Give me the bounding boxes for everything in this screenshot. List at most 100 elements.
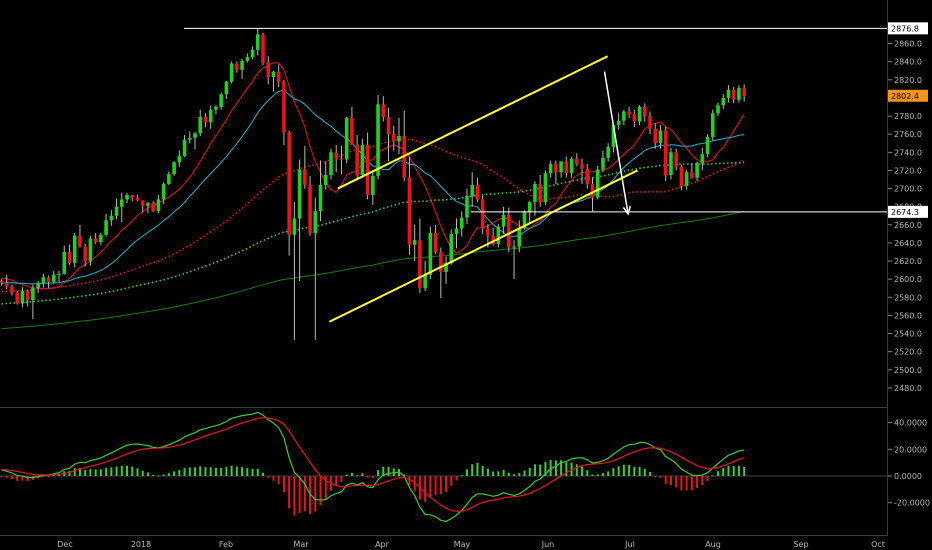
oscillator-histogram-bar xyxy=(392,468,395,476)
oscillator-histogram-bar xyxy=(622,464,625,476)
oscillator-histogram-bar xyxy=(214,467,217,476)
oscillator-histogram-bar xyxy=(115,466,118,476)
candle-body xyxy=(20,290,25,304)
oscillator-histogram-bar xyxy=(52,474,55,476)
candle-body xyxy=(486,228,490,236)
oscillator-fast-line xyxy=(1,411,745,523)
oscillator-histogram-bar xyxy=(178,470,181,476)
oscillator-histogram-bar xyxy=(173,471,176,476)
oscillator-histogram-bar xyxy=(251,469,254,476)
oscillator-histogram-bar xyxy=(78,467,81,476)
oscillator-histogram-bar xyxy=(497,471,500,476)
candle-body xyxy=(355,145,359,175)
oscillator-histogram-bar xyxy=(685,476,688,491)
candle-body xyxy=(203,116,208,123)
oscillator-histogram-bar xyxy=(0,476,3,477)
candle-body xyxy=(250,49,255,58)
candle-body xyxy=(418,240,422,289)
oscillator-histogram-bar xyxy=(309,476,312,515)
candle-body xyxy=(391,134,396,142)
price-tick-label: 2540.0 xyxy=(894,330,922,339)
oscillator-axis[interactable]: 40.0000 20.0000 0.0000 -20.0000 xyxy=(888,419,930,508)
oscillator-histogram-bar xyxy=(73,468,76,476)
candle-body xyxy=(412,240,417,245)
candle-body xyxy=(564,161,569,174)
candle-body xyxy=(496,226,501,244)
candle-body xyxy=(214,107,218,110)
candle-body xyxy=(731,89,736,100)
oscillator-histogram-bar xyxy=(675,476,678,488)
candle-body xyxy=(329,152,333,175)
oscillator-histogram-bar xyxy=(727,465,730,476)
candle-body xyxy=(569,158,574,174)
channel-upper-line xyxy=(337,55,609,190)
candle-body xyxy=(428,232,433,275)
price-tag-label-2: 2802.4 xyxy=(891,92,919,101)
candle-body xyxy=(140,200,145,206)
candle-body xyxy=(339,158,344,160)
candle-body xyxy=(25,290,30,301)
candle-body xyxy=(67,252,72,263)
candle-body xyxy=(46,277,51,282)
candle-body xyxy=(78,235,82,247)
candle-body xyxy=(543,173,548,203)
oscillator-tick-label: -20.0000 xyxy=(894,499,930,508)
candle-body xyxy=(130,194,135,198)
oscillator-histogram-bar xyxy=(293,476,296,516)
time-axis[interactable]: Dec 2018 Feb Mar Apr May Jun Jul Aug Sep Oct xyxy=(57,540,885,549)
oscillator-histogram-bar xyxy=(696,476,699,489)
candle-body xyxy=(371,175,375,195)
oscillator-histogram-bar xyxy=(554,460,557,476)
oscillator-histogram-bar xyxy=(628,464,631,476)
oscillator-histogram-bar xyxy=(366,476,369,478)
oscillator-histogram-bar xyxy=(549,459,552,476)
oscillator-histogram-bar xyxy=(131,466,134,476)
candle-body xyxy=(606,146,610,158)
oscillator-histogram-bar xyxy=(126,465,129,476)
oscillator-histogram-bar xyxy=(460,475,463,477)
oscillator-histogram-bar xyxy=(492,471,495,476)
candle-body xyxy=(57,273,61,275)
oscillator-histogram-bar xyxy=(58,474,61,476)
oscillator-histogram-bar xyxy=(225,467,228,476)
price-tick-label: 2840.0 xyxy=(894,58,922,67)
candle-body xyxy=(52,274,56,282)
candle-body xyxy=(297,169,302,219)
oscillator-histogram-bar xyxy=(105,468,108,476)
oscillator-histogram-bar xyxy=(507,472,510,476)
candle-body xyxy=(507,214,511,248)
oscillator-histogram-bar xyxy=(5,476,8,478)
oscillator-histogram-bar xyxy=(450,476,453,486)
time-tick-label: Sep xyxy=(793,540,808,549)
candle-body xyxy=(512,246,516,248)
candle-body xyxy=(585,168,590,185)
oscillator-histogram-bar xyxy=(591,474,594,476)
candle-body xyxy=(208,109,213,123)
candle-body xyxy=(318,184,323,212)
candle-body xyxy=(360,145,365,175)
candle-body xyxy=(135,197,140,201)
oscillator-histogram-bar xyxy=(157,475,160,477)
candle-body xyxy=(705,136,710,155)
candle-body xyxy=(690,172,694,178)
oscillator-histogram-bar xyxy=(544,462,547,476)
oscillator-histogram-bar xyxy=(319,476,322,506)
forecast-arrow-head xyxy=(622,206,632,216)
candle-body xyxy=(376,104,380,176)
oscillator-histogram-bar xyxy=(371,476,374,479)
candle-body xyxy=(449,233,454,263)
price-tag-label-3: 2674.3 xyxy=(891,208,919,217)
oscillator-histogram-bar xyxy=(659,476,662,478)
oscillator-histogram-bar xyxy=(120,465,123,476)
candle-body xyxy=(88,238,93,262)
candle-body xyxy=(669,152,673,175)
time-tick-label: Dec xyxy=(57,540,72,549)
oscillator-histogram-bar xyxy=(84,470,87,476)
oscillator-histogram-bar xyxy=(701,476,704,486)
oscillator-histogram-bar xyxy=(267,476,270,478)
oscillator-histogram-bar xyxy=(455,476,458,481)
oscillator-histogram-bar xyxy=(560,460,563,476)
price-tick-label: 2520.0 xyxy=(894,348,922,357)
candle-body xyxy=(187,137,192,140)
